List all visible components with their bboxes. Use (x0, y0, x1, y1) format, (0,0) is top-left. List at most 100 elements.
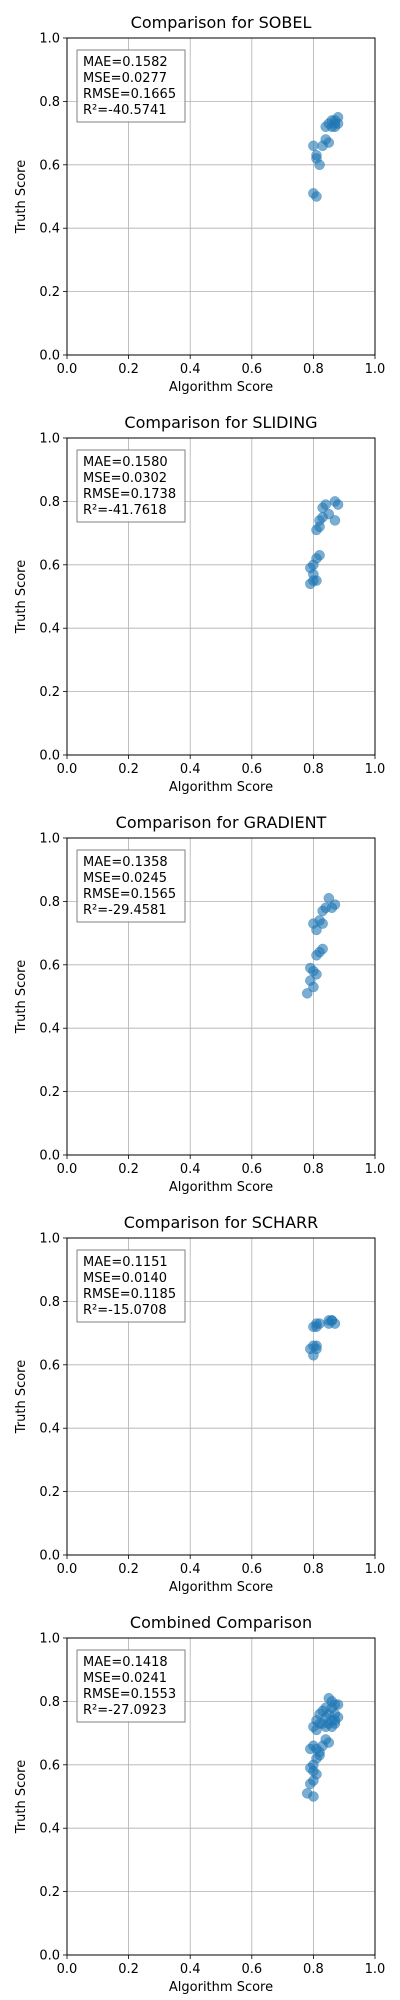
y-tick-label: 0.0 (39, 749, 60, 764)
x-tick-label: 0.2 (118, 362, 139, 377)
metric-text: MAE=0.1580 (83, 455, 168, 470)
y-tick-label: 0.2 (39, 285, 60, 300)
data-point (305, 962, 316, 974)
y-tick-label: 0.8 (39, 95, 60, 110)
y-axis-label: Truth Score (14, 960, 29, 1035)
chart-panel: Comparison for SLIDING 0.0 0.2 0.4 0.6 0.8 1.0… (14, 413, 385, 795)
x-tick-label: 0.8 (303, 1162, 324, 1177)
metric-text: MSE=0.0241 (83, 1671, 167, 1686)
metric-text: MSE=0.0302 (83, 471, 167, 486)
x-tick-label: 0.8 (303, 1962, 324, 1977)
y-tick-label: 0.2 (39, 1085, 60, 1100)
y-tick-label: 0.6 (39, 958, 60, 973)
metric-text: R²=-15.0708 (83, 1303, 167, 1318)
x-tick-label: 0.0 (57, 762, 78, 777)
data-point (332, 118, 344, 129)
metric-text: RMSE=0.1185 (83, 1287, 176, 1302)
metric-text: MSE=0.0277 (83, 71, 167, 86)
y-tick-label: 0.4 (39, 1022, 60, 1037)
x-tick-label: 0.8 (303, 1562, 324, 1577)
data-point (323, 137, 335, 148)
metric-text: RMSE=0.1665 (83, 87, 176, 102)
data-point (329, 1708, 341, 1720)
metric-text: R²=-29.4581 (83, 903, 167, 918)
x-tick-label: 0.4 (180, 1962, 201, 1977)
y-tick-label: 0.0 (39, 1949, 60, 1964)
metrics-box (76, 1649, 186, 1723)
x-tick-label: 0.2 (118, 762, 139, 777)
y-tick-label: 1.0 (39, 1232, 60, 1247)
y-tick-label: 0.8 (39, 1295, 60, 1310)
x-tick-label: 1.0 (365, 1962, 386, 1977)
axes-frame (66, 1637, 376, 1956)
metric-text: MSE=0.0245 (83, 871, 167, 886)
x-axis-label: Algorithm Score (169, 1180, 273, 1195)
x-tick-label: 0.2 (118, 1962, 139, 1977)
data-point (301, 988, 313, 999)
data-point (308, 140, 319, 152)
x-tick-label: 0.6 (241, 1962, 262, 1977)
x-tick-label: 0.6 (241, 1562, 262, 1577)
y-tick-label: 0.8 (39, 1695, 60, 1710)
data-point (323, 892, 335, 904)
x-axis-label: Algorithm Score (169, 380, 273, 395)
metrics-box (76, 1249, 186, 1323)
x-tick-label: 1.0 (365, 1562, 386, 1577)
y-tick-label: 0.4 (39, 222, 60, 237)
y-tick-label: 0.0 (39, 349, 60, 364)
data-point (326, 1696, 338, 1707)
data-point (311, 1318, 322, 1329)
x-tick-label: 0.4 (180, 362, 201, 377)
metric-text: MAE=0.1151 (83, 1255, 168, 1270)
chart-title: Comparison for SCHARR (124, 1213, 319, 1232)
data-point (311, 969, 322, 980)
y-tick-label: 1.0 (39, 32, 60, 47)
metric-text: R²=-41.7618 (83, 503, 167, 518)
y-axis-label: Truth Score (14, 560, 29, 635)
axes-frame (66, 37, 376, 356)
x-tick-label: 0.6 (241, 362, 262, 377)
y-tick-label: 0.0 (39, 1549, 60, 1564)
y-tick-label: 0.6 (39, 1758, 60, 1773)
data-point (323, 1737, 335, 1748)
data-point (308, 1791, 319, 1802)
chart-panel: Comparison for SCHARR 0.0 0.2 0.4 0.6 0.8 1.0 0… (14, 1213, 385, 1595)
x-tick-label: 0.4 (180, 762, 201, 777)
y-tick-label: 0.4 (39, 1422, 60, 1437)
metrics-box (76, 849, 186, 923)
data-point (317, 918, 328, 929)
y-tick-label: 1.0 (39, 832, 60, 847)
x-tick-label: 1.0 (365, 762, 386, 777)
x-tick-label: 1.0 (365, 1162, 386, 1177)
axes-frame (66, 1237, 376, 1556)
x-tick-label: 0.4 (180, 1162, 201, 1177)
y-tick-label: 0.2 (39, 685, 60, 700)
y-tick-label: 0.2 (39, 1885, 60, 1900)
data-point (326, 1315, 338, 1326)
x-tick-label: 1.0 (365, 362, 386, 377)
y-tick-label: 1.0 (39, 432, 60, 447)
x-tick-label: 0.8 (303, 762, 324, 777)
x-tick-label: 0.0 (57, 1162, 78, 1177)
metric-text: MSE=0.0140 (83, 1271, 167, 1286)
chart-title: Comparison for GRADIENT (116, 813, 327, 832)
metric-text: R²=-27.0923 (83, 1703, 167, 1718)
data-point (311, 1340, 322, 1352)
data-point (323, 508, 335, 520)
chart-panel: Comparison for SOBEL 0.0 0.2 0.4 0.6 0.8 1.0 0.… (14, 13, 385, 395)
data-point (314, 550, 325, 561)
chart-title: Combined Comparison (130, 1613, 312, 1632)
y-tick-label: 1.0 (39, 1632, 60, 1647)
y-tick-label: 0.2 (39, 1485, 60, 1500)
x-tick-label: 0.6 (241, 1162, 262, 1177)
axes-frame (66, 437, 376, 756)
data-point (311, 1769, 322, 1780)
x-tick-label: 0.0 (57, 1562, 78, 1577)
metric-text: MAE=0.1582 (83, 55, 168, 70)
data-point (317, 943, 328, 955)
chart-title: Comparison for SOBEL (131, 13, 312, 32)
y-tick-label: 0.8 (39, 895, 60, 910)
y-axis-label: Truth Score (14, 160, 29, 235)
y-tick-label: 0.4 (39, 1822, 60, 1837)
